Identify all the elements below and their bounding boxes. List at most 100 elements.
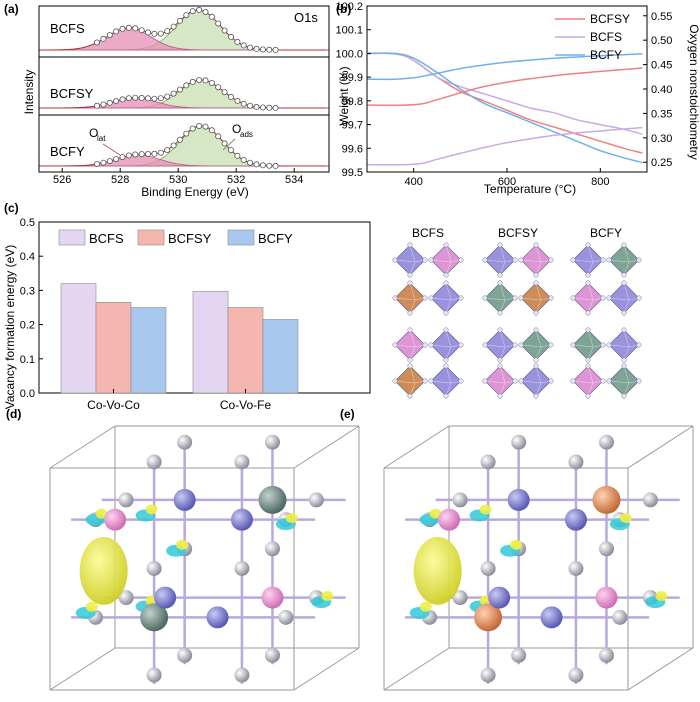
oxygen-atom	[428, 342, 434, 348]
structure-label-bcfs: BCFS	[412, 226, 444, 240]
octahedron-edge	[430, 282, 462, 314]
data-point-bcfsy	[113, 98, 120, 105]
octahedron	[394, 365, 426, 397]
oxygen-atom	[264, 434, 280, 450]
oxygen-atom	[458, 342, 464, 348]
panel-e-label: (e)	[340, 407, 355, 421]
data-point-bcfsy	[196, 77, 203, 84]
data-point-bcfs	[227, 33, 234, 40]
oxygen-atom	[407, 242, 413, 248]
data-point-bcfy	[266, 162, 273, 169]
oxygen-atom	[533, 393, 539, 399]
legend-label-bcfsy: BCFSY	[590, 12, 630, 26]
bar-bcfs-co-vo-co	[60, 283, 97, 394]
data-point-bcfs	[100, 35, 107, 42]
isosurface-yellow	[619, 513, 632, 524]
oxygen-atom	[585, 272, 591, 278]
tga-line-bcfsy-left	[367, 52, 643, 154]
cation-atom	[258, 485, 287, 514]
oxygen-atom	[568, 454, 584, 470]
cell-edge	[293, 647, 360, 691]
oxygen-atom	[146, 561, 162, 576]
x-tick-label: 530	[169, 174, 187, 186]
data-point-bcfy	[234, 152, 241, 159]
y-tick-label: 0.0	[20, 388, 35, 400]
oxygen-atom	[428, 257, 434, 263]
oxygen-atom	[511, 647, 527, 663]
oxygen-atom	[482, 342, 488, 348]
bar-bcfy-co-vo-fe	[262, 319, 299, 394]
data-point-bcfs	[247, 44, 254, 51]
category-label-co-vo-fe: Co-Vo-Fe	[220, 398, 272, 412]
data-point-bcfsy	[247, 102, 254, 109]
oxygen-atom	[533, 310, 539, 316]
y-tick-label-right: 0.40	[651, 84, 672, 96]
isosurface-yellow	[510, 539, 523, 550]
peak-arrow-adsorbed	[222, 138, 236, 151]
data-point-bcfsy	[125, 95, 132, 102]
octahedron-edge	[608, 244, 640, 276]
data-point-bcfsy	[189, 78, 196, 85]
y-tick-label-left: 100.0	[335, 48, 363, 60]
category-label-co-vo-co: Co-Vo-Co	[87, 398, 140, 412]
cation-atom	[104, 508, 127, 531]
oxygen-atom	[407, 357, 413, 363]
data-point-bcfs	[234, 38, 241, 45]
oxygen-atom	[548, 342, 554, 348]
bar-bcfsy-co-vo-fe	[227, 307, 264, 394]
panel-c-legend: BCFS BCFSY BCFY	[58, 229, 293, 246]
oxygen-atom	[443, 327, 449, 333]
data-point-bcfsy	[240, 100, 247, 107]
oxygen-atom	[636, 257, 642, 263]
oxygen-atom	[570, 295, 576, 301]
octahedron	[394, 329, 426, 361]
cation-atom	[507, 488, 530, 511]
structure-label-bcfsy: BCFSY	[498, 226, 538, 240]
oxygen-atom	[443, 280, 449, 286]
octahedron-edge	[520, 282, 552, 314]
peak-annotation-adsorbed: O ads	[222, 122, 253, 151]
cell-edge	[49, 425, 116, 469]
oxygen-atom	[443, 363, 449, 369]
oxygen-atom	[585, 357, 591, 363]
oxygen-atom	[407, 280, 413, 286]
oxygen-atom	[146, 667, 162, 683]
envelope-bcfsy	[39, 79, 327, 109]
octahedron	[484, 244, 516, 276]
data-point-bcfy	[170, 142, 177, 149]
oxygen-atom	[443, 357, 449, 363]
isosurface-yellow	[85, 601, 98, 612]
data-point-bcfsy	[176, 86, 183, 93]
oxygen-atom	[548, 295, 554, 301]
octahedron-edge	[484, 329, 516, 361]
oxygen-atom	[636, 342, 642, 348]
data-point-bcfy	[157, 149, 164, 156]
oxygen-atom	[518, 342, 524, 348]
y-tick-label: 0.2	[20, 320, 35, 332]
oxygen-atom	[428, 295, 434, 301]
oxygen-atom	[407, 363, 413, 369]
tga-line-bcfy-left	[367, 52, 643, 164]
isosurface-yellow	[285, 513, 298, 524]
octahedron-edge	[430, 244, 462, 276]
octahedron-edge	[430, 329, 462, 361]
data-point-bcfsy	[144, 95, 151, 102]
data-point-bcfs	[221, 27, 228, 34]
bar-bcfy-co-vo-co	[130, 307, 167, 394]
data-point-bcfsy	[100, 101, 107, 108]
octahedron	[608, 365, 640, 397]
octahedron	[608, 329, 640, 361]
data-point-bcfy	[164, 146, 171, 153]
isosurface-yellow	[321, 591, 334, 602]
data-point-bcfsy	[208, 80, 215, 87]
cation-atom	[564, 508, 587, 531]
data-point-bcfsy	[106, 99, 113, 106]
octahedron-edge	[608, 282, 640, 314]
oxygen-atom	[407, 272, 413, 278]
data-point-bcfs	[266, 46, 273, 53]
vacancy-isosurface	[413, 536, 462, 605]
octahedron-edge	[520, 365, 552, 397]
oxygen-atom	[392, 342, 398, 348]
oxygen-atom	[234, 667, 250, 683]
